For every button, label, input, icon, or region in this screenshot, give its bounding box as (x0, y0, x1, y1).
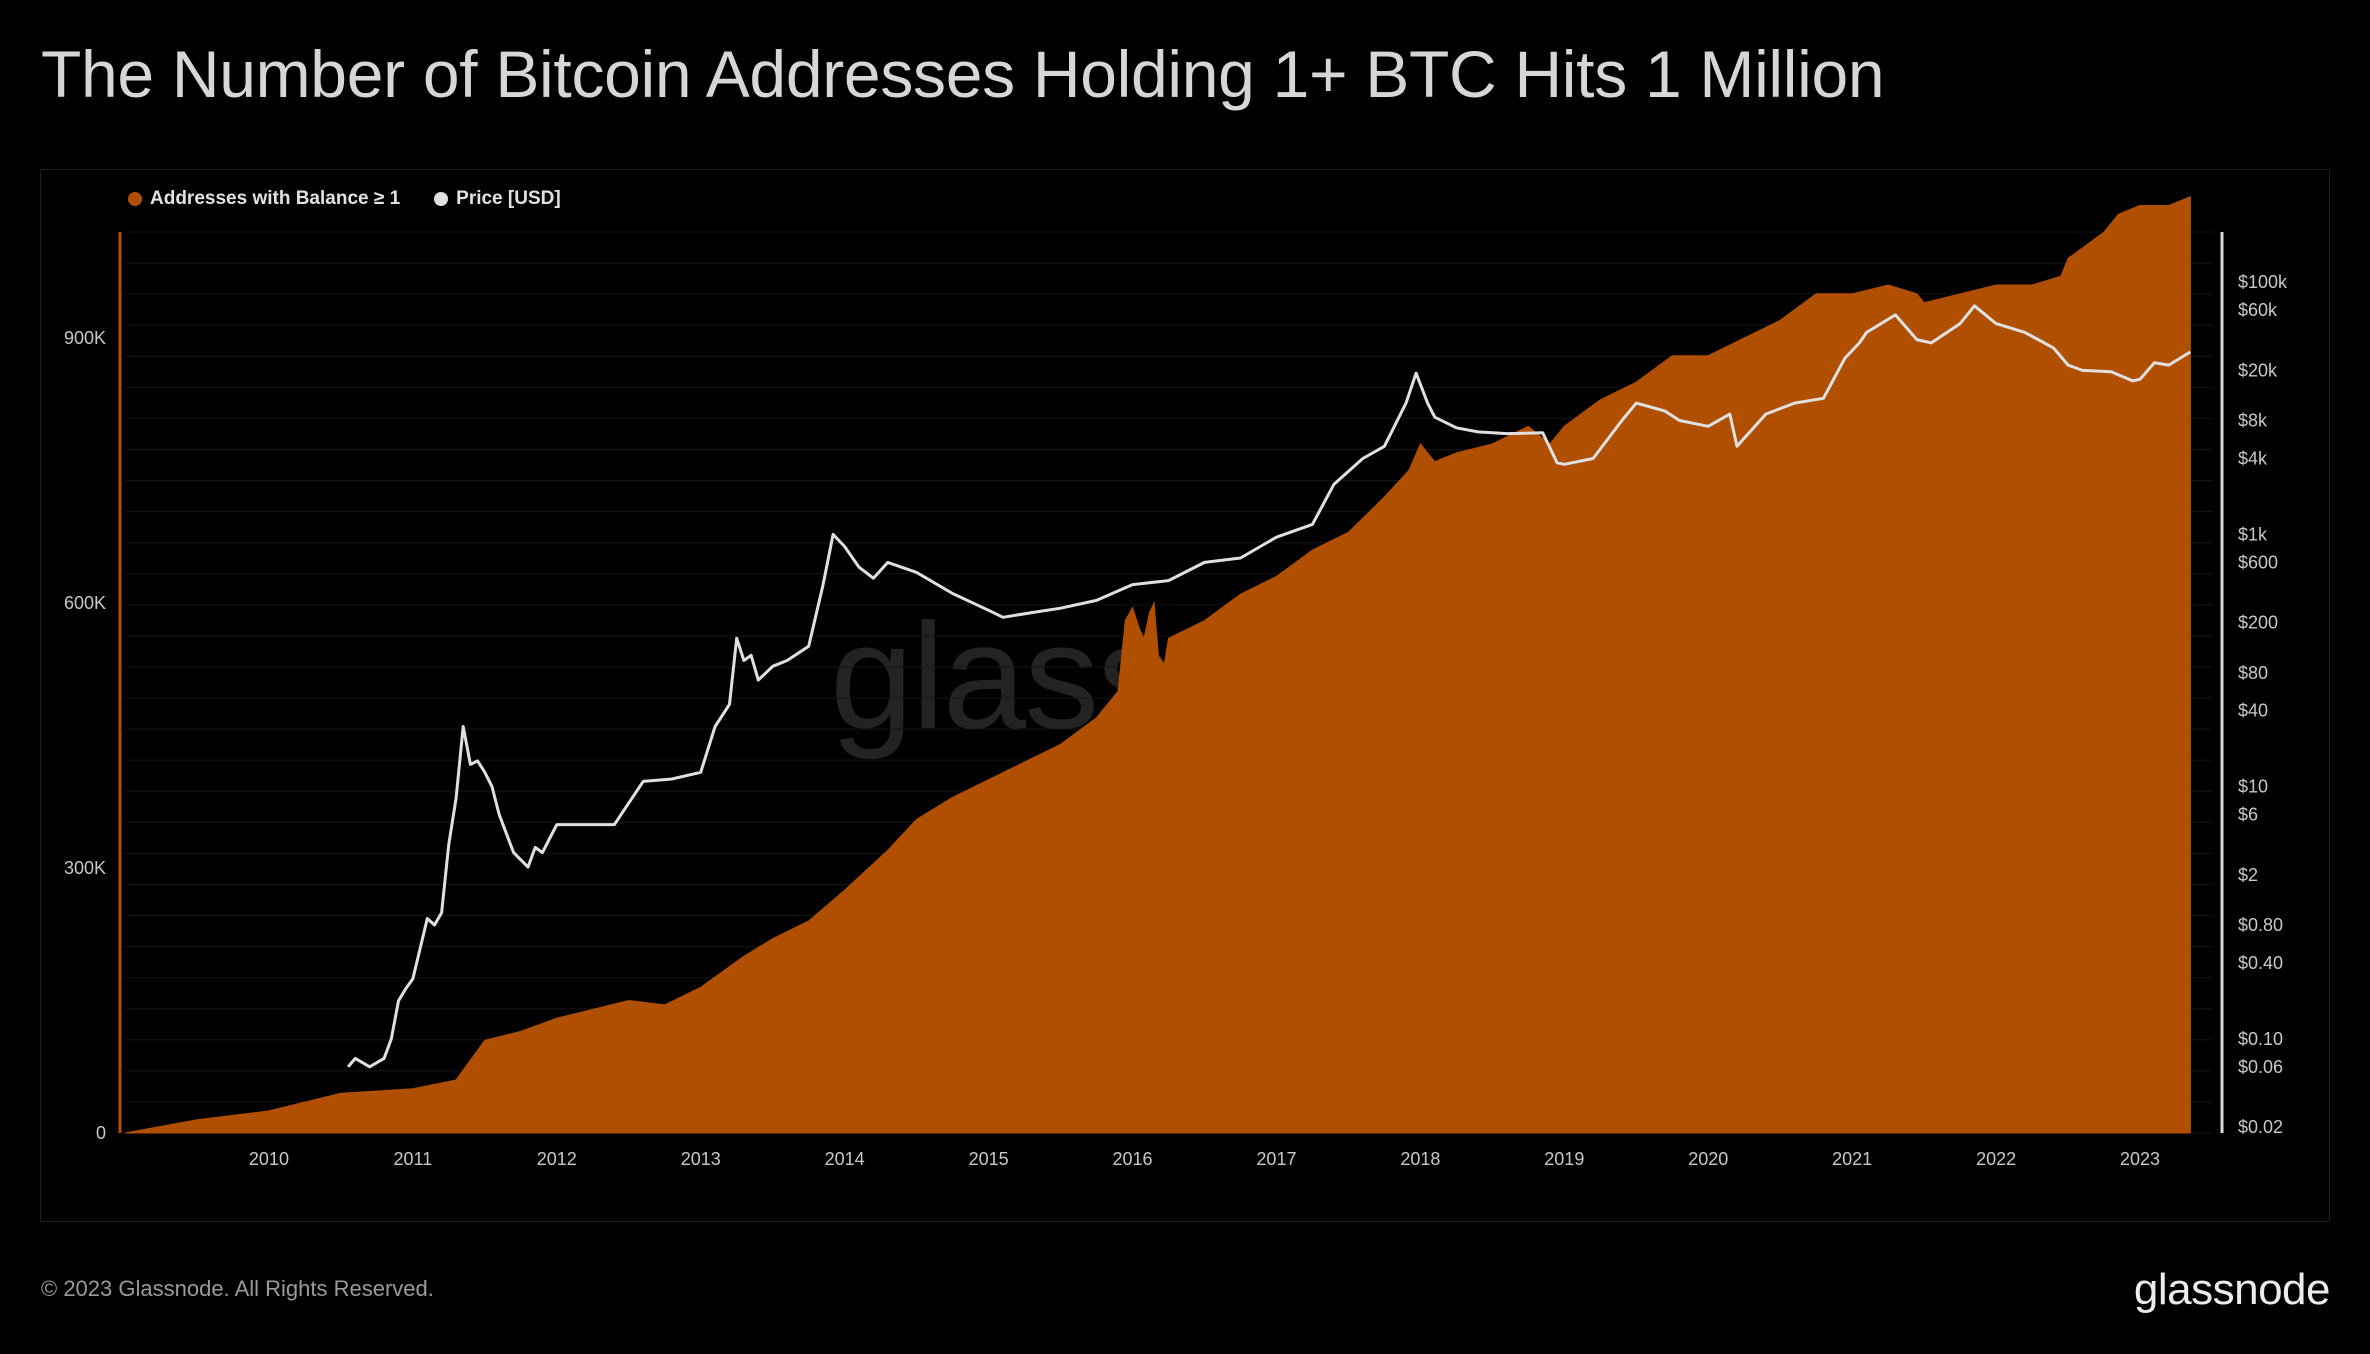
y-right-tick-label: $20k (2238, 360, 2278, 380)
legend-item-price[interactable]: Price [USD] (434, 188, 561, 210)
y-right-tick-label: $0.80 (2238, 915, 2283, 935)
x-tick-label: 2011 (394, 1149, 433, 1169)
y-right-tick-label: $6 (2238, 805, 2258, 825)
legend-swatch-addresses (128, 192, 142, 206)
y-right-tick-label: $1k (2238, 524, 2268, 544)
x-tick-label: 2016 (1112, 1149, 1152, 1169)
addresses-area-layer (124, 195, 2191, 1134)
y-right-tick-label: $4k (2238, 448, 2268, 468)
x-tick-label: 2022 (1976, 1149, 2016, 1169)
y-left-tick-label: 300K (64, 858, 106, 878)
x-tick-label: 2017 (1256, 1149, 1296, 1169)
x-tick-label: 2019 (1544, 1149, 1584, 1169)
legend-swatch-price (434, 192, 449, 206)
x-tick-label: 2015 (969, 1149, 1009, 1169)
y-right-tick-label: $0.40 (2238, 953, 2283, 973)
chart-panel (40, 169, 2330, 1222)
y-right-tick-label: $600 (2238, 552, 2278, 572)
y-right-tick-label: $8k (2238, 411, 2268, 431)
y-left-ticks: 0 300K 600K 900K (64, 328, 106, 1143)
y-right-tick-label: $80 (2238, 663, 2268, 683)
y-right-tick-label: $0.02 (2238, 1117, 2283, 1137)
y-right-tick-label: $2 (2238, 865, 2258, 885)
y-right-tick-label: $40 (2238, 701, 2268, 721)
y-right-tick-label: $60k (2238, 300, 2278, 320)
y-right-ticks: $0.02 $0.06 $0.10 $0.40 $0.80 $2 $6 $10 $40 $80 $2… (2238, 272, 2288, 1137)
x-tick-label: 2020 (1688, 1149, 1728, 1169)
x-tick-label: 2021 (1832, 1149, 1872, 1169)
y-right-tick-label: $0.06 (2238, 1057, 2283, 1077)
y-right-tick-label: $0.10 (2238, 1029, 2283, 1049)
addresses-area (124, 195, 2191, 1134)
y-left-tick-label: 600K (64, 593, 106, 613)
chart-title: The Number of Bitcoin Addresses Holding … (41, 37, 1885, 111)
y-right-tick-label: $100k (2238, 272, 2288, 292)
x-tick-label: 2010 (249, 1149, 289, 1169)
axes (118, 232, 2224, 1133)
copyright-footer: © 2023 Glassnode. All Rights Reserved. (41, 1276, 434, 1301)
legend-item-addresses[interactable]: Addresses with Balance ≥ 1 (128, 188, 400, 210)
legend: Addresses with Balance ≥ 1 Price [USD] (128, 188, 561, 210)
x-tick-label: 2023 (2120, 1149, 2160, 1169)
legend-label-price: Price [USD] (456, 188, 561, 209)
legend-label-addresses: Addresses with Balance ≥ 1 (150, 188, 401, 209)
x-axis-ticks: 2010 2011 2012 2013 2014 2015 2016 2017 2018 2019… (249, 1149, 2160, 1169)
brand-logo: glassnode (2133, 1265, 2331, 1314)
x-tick-label: 2013 (681, 1149, 721, 1169)
y-right-tick-label: $10 (2238, 777, 2268, 797)
x-tick-label: 2018 (1400, 1149, 1440, 1169)
y-left-tick-label: 900K (64, 328, 106, 348)
y-left-tick-label: 0 (96, 1123, 106, 1143)
x-tick-label: 2012 (537, 1149, 577, 1169)
price-line (346, 304, 2192, 1069)
price-line-layer (346, 304, 2192, 1069)
y-right-tick-label: $200 (2238, 613, 2278, 633)
x-tick-label: 2014 (825, 1149, 865, 1169)
